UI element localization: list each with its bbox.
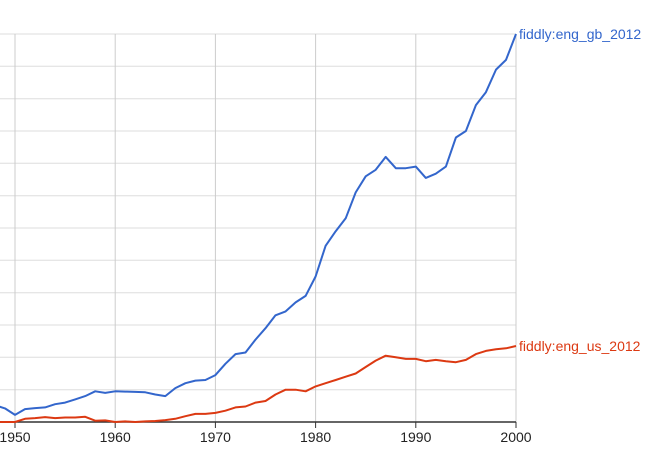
series-label: fiddly:eng_gb_2012 bbox=[519, 26, 641, 42]
x-tick-label: 1980 bbox=[300, 429, 331, 445]
x-axis: 1950 1960 1970 1980 1990 2000 bbox=[0, 421, 532, 445]
series-line-fiddly-eng-gb-2012 bbox=[0, 33, 517, 416]
x-tick-label: 2000 bbox=[500, 429, 531, 445]
series-labels: fiddly:eng_gb_2012 fiddly:eng_us_2012 bbox=[519, 26, 641, 354]
x-tick-label: 1960 bbox=[100, 429, 131, 445]
series-line-fiddly-eng-us-2012 bbox=[0, 345, 517, 423]
series-label: fiddly:eng_us_2012 bbox=[519, 338, 641, 354]
x-tick-label: 1990 bbox=[400, 429, 431, 445]
x-tick-label: 1950 bbox=[0, 429, 31, 445]
x-tick-label: 1970 bbox=[200, 429, 231, 445]
series-lines bbox=[0, 33, 517, 423]
grid bbox=[0, 33, 517, 423]
